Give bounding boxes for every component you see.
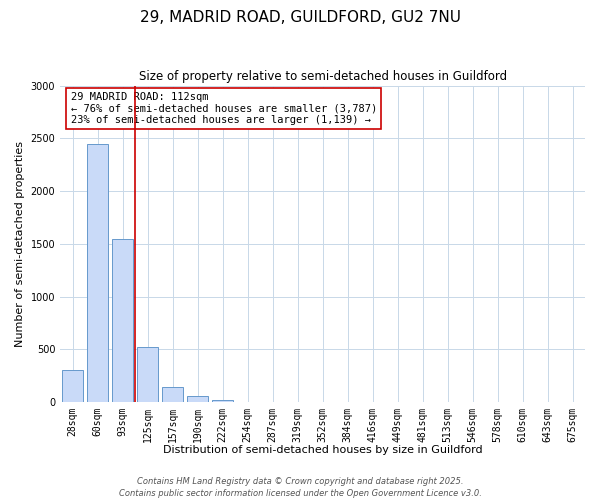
Bar — [62, 370, 83, 402]
X-axis label: Distribution of semi-detached houses by size in Guildford: Distribution of semi-detached houses by … — [163, 445, 482, 455]
Y-axis label: Number of semi-detached properties: Number of semi-detached properties — [15, 141, 25, 347]
Bar — [162, 387, 183, 402]
Bar — [87, 144, 108, 402]
Bar — [137, 347, 158, 402]
Bar — [212, 400, 233, 402]
Bar — [112, 238, 133, 402]
Bar — [187, 396, 208, 402]
Text: Contains HM Land Registry data © Crown copyright and database right 2025.
Contai: Contains HM Land Registry data © Crown c… — [119, 476, 481, 498]
Text: 29 MADRID ROAD: 112sqm
← 76% of semi-detached houses are smaller (3,787)
23% of : 29 MADRID ROAD: 112sqm ← 76% of semi-det… — [71, 92, 377, 125]
Title: Size of property relative to semi-detached houses in Guildford: Size of property relative to semi-detach… — [139, 70, 506, 83]
Text: 29, MADRID ROAD, GUILDFORD, GU2 7NU: 29, MADRID ROAD, GUILDFORD, GU2 7NU — [139, 10, 461, 25]
